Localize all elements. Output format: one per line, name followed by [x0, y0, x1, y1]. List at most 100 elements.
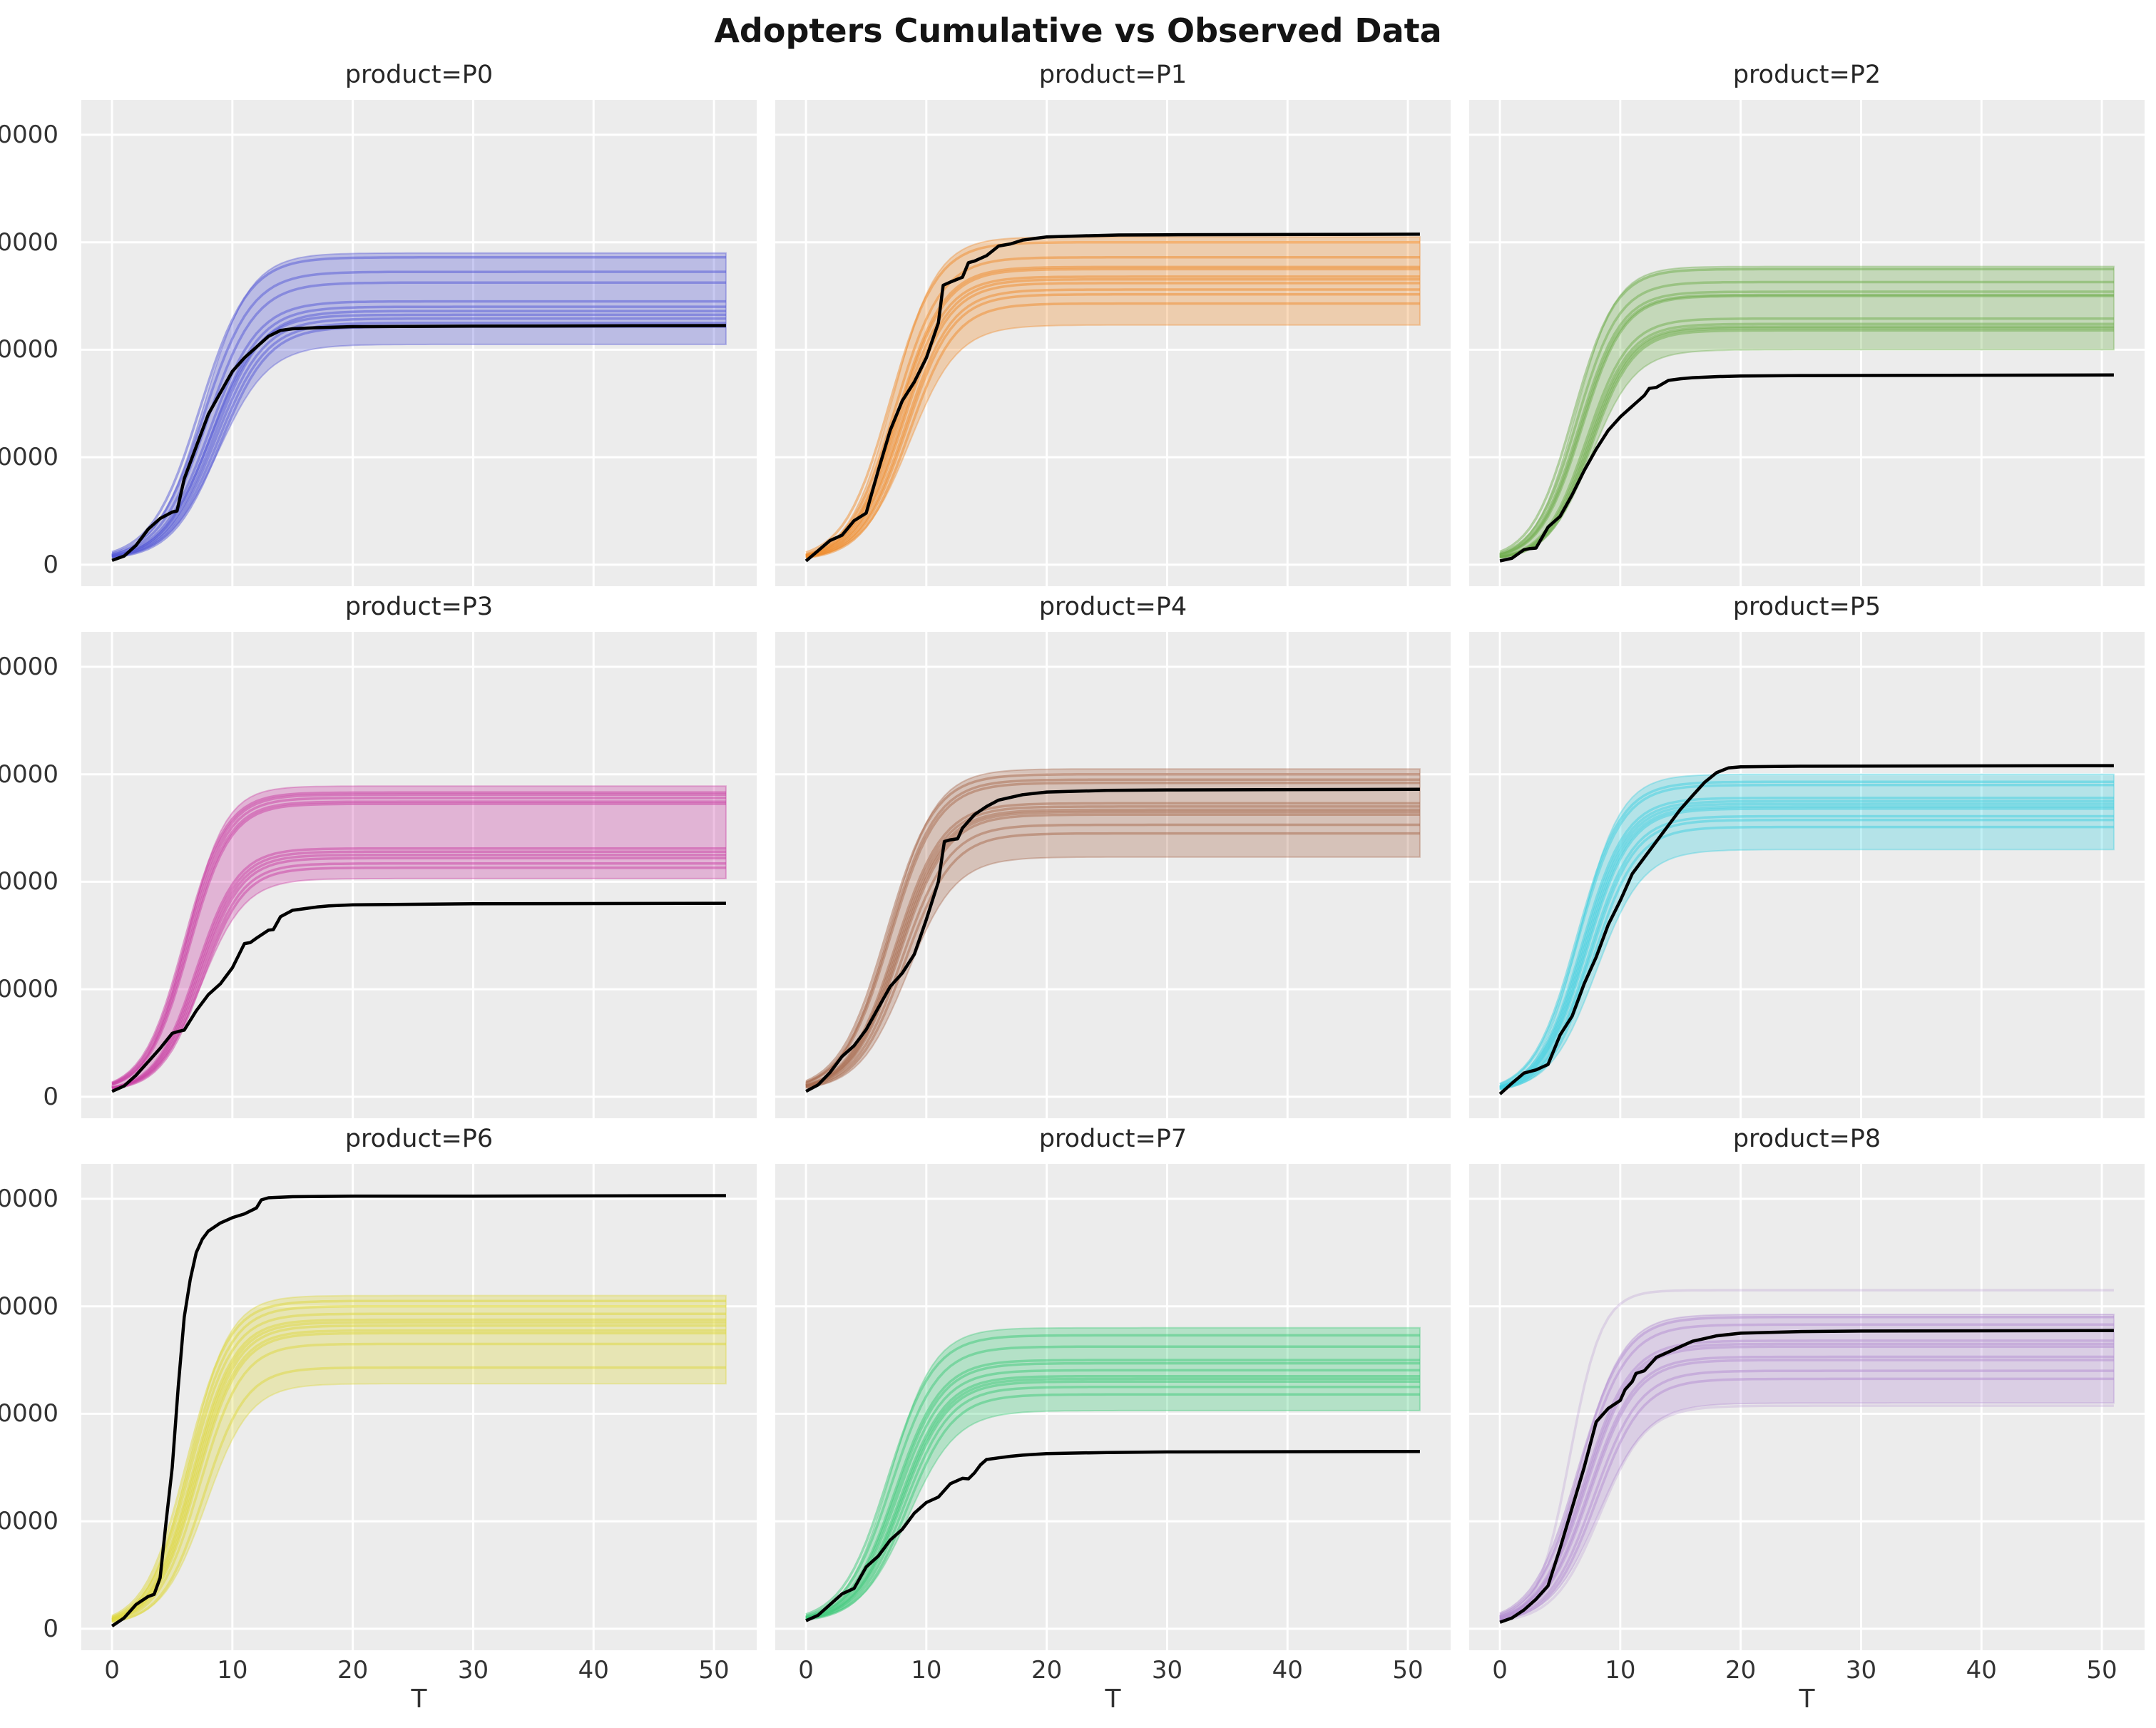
observed-line [1498, 764, 2114, 1095]
sample-trajectory [111, 862, 726, 1090]
x-tick-label: 30 [1151, 1656, 1183, 1684]
x-tick-label: 20 [337, 1656, 369, 1684]
sample-trajectory [1499, 327, 2114, 559]
sample-trajectory [1499, 280, 2114, 555]
plot-background [1469, 632, 2145, 1118]
sample-trajectory [111, 1321, 726, 1620]
plot-background [775, 632, 1451, 1118]
sample-trajectory [1499, 1342, 2114, 1618]
sample-trajectory [1499, 1345, 2114, 1619]
sample-trajectory [805, 772, 1420, 1083]
x-tick-label: 40 [578, 1656, 609, 1684]
sample-trajectory [1499, 1316, 2114, 1615]
sample-trajectory [1499, 1355, 2114, 1620]
plot-area-p7 [775, 1164, 1451, 1650]
y-tick-label: 0 [43, 1614, 58, 1643]
sample-trajectory [805, 805, 1420, 1087]
sample-trajectory [111, 1299, 726, 1617]
y-tick-label: 40000 [0, 335, 58, 364]
plot-area-p1 [775, 100, 1451, 586]
sample-trajectory [111, 1312, 726, 1620]
x-tick-label: 10 [217, 1656, 248, 1684]
sample-trajectory [805, 256, 1420, 556]
sample-trajectory [805, 1334, 1420, 1616]
x-tick-label: 10 [1605, 1656, 1636, 1684]
observed-line [805, 787, 1420, 1093]
plot-background [81, 100, 757, 586]
subplot-title-p7: product=P7 [1038, 1125, 1187, 1153]
x-axis-label: T [411, 1684, 427, 1714]
subplot-title-p1: product=P1 [1038, 61, 1187, 89]
observed-line [1499, 1329, 2114, 1624]
plot-area-p6 [81, 1164, 757, 1650]
y-tick-label: 0 [43, 550, 58, 579]
subplot-title-p4: product=P4 [1038, 593, 1187, 621]
sample-trajectory [805, 813, 1420, 1088]
sample-trajectory [1499, 1377, 2114, 1622]
sample-trajectory [1499, 322, 2114, 558]
y-tick-label: 60000 [0, 227, 58, 257]
sample-trajectory [805, 1380, 1420, 1620]
x-axis-label: T [1105, 1684, 1121, 1714]
subplot-title-p6: product=P6 [344, 1125, 494, 1153]
sample-trajectory [1499, 780, 2114, 1085]
sample-trajectory [805, 802, 1420, 1086]
sample-trajectory [1499, 290, 2114, 556]
sample-trajectory [1499, 1323, 2114, 1616]
subplot-p1: product=P1 [775, 54, 1451, 586]
sample-trajectory [1499, 805, 2114, 1089]
sample-trajectory [805, 1345, 1420, 1617]
subplot-title-p5: product=P5 [1732, 593, 1881, 621]
sample-trajectory [111, 300, 726, 557]
sample-trajectory [1499, 1359, 2114, 1620]
credible-band [1499, 773, 2115, 1090]
credible-band [805, 768, 1421, 1089]
sample-trajectory [1499, 807, 2114, 1089]
x-tick-label: 40 [1272, 1656, 1303, 1684]
observed-line [805, 1449, 1420, 1622]
subplot-p2: product=P2 [1469, 54, 2145, 586]
plot-background [81, 632, 757, 1118]
y-tick-label: 0 [43, 1082, 58, 1111]
subplot-p7: product=P7 0 10 20 30 40 50 T [775, 1118, 1451, 1716]
sample-trajectory [1499, 1404, 2114, 1622]
subplot-p3: product=P3 [81, 586, 757, 1118]
x-tick-label: 30 [1845, 1656, 1877, 1684]
y-tick-label: 80000 [0, 1184, 58, 1213]
sample-trajectory [111, 1331, 726, 1622]
sample-trajectory [805, 1385, 1420, 1621]
sample-trajectory [1499, 1339, 2114, 1618]
plot-area-p5 [1469, 632, 2145, 1118]
sample-trajectory [111, 1318, 726, 1620]
sample-trajectory [111, 317, 726, 558]
plot-background [1469, 1164, 2145, 1650]
sample-trajectory [805, 832, 1420, 1089]
sample-trajectory [805, 1393, 1420, 1621]
sample-trajectory [111, 800, 726, 1086]
x-axis-label: T [1799, 1684, 1815, 1714]
sample-trajectory [1499, 802, 2114, 1088]
subplot-p6: product=P6 0 10 20 30 40 50 T [81, 1118, 757, 1716]
subplot-p0: product=P0 [81, 54, 757, 586]
sample-trajectory [805, 1369, 1420, 1620]
sample-trajectory [111, 791, 726, 1084]
plot-area-p3 [81, 632, 757, 1118]
sample-trajectory [111, 1329, 726, 1621]
sample-trajectory [1499, 267, 2114, 553]
plot-background [81, 1164, 757, 1650]
y-tick-label: 80000 [0, 652, 58, 681]
plot-area-p2 [1469, 100, 2145, 586]
x-tick-label: 10 [911, 1656, 942, 1684]
sample-trajectory [805, 1374, 1420, 1620]
x-tick-label: 0 [104, 1656, 120, 1684]
sample-trajectory [805, 282, 1420, 558]
sample-trajectory [1499, 784, 2114, 1086]
x-axis-p7: 0 10 20 30 40 50 [775, 1650, 1451, 1684]
sample-trajectory [805, 265, 1420, 557]
x-tick-label: 20 [1031, 1656, 1063, 1684]
